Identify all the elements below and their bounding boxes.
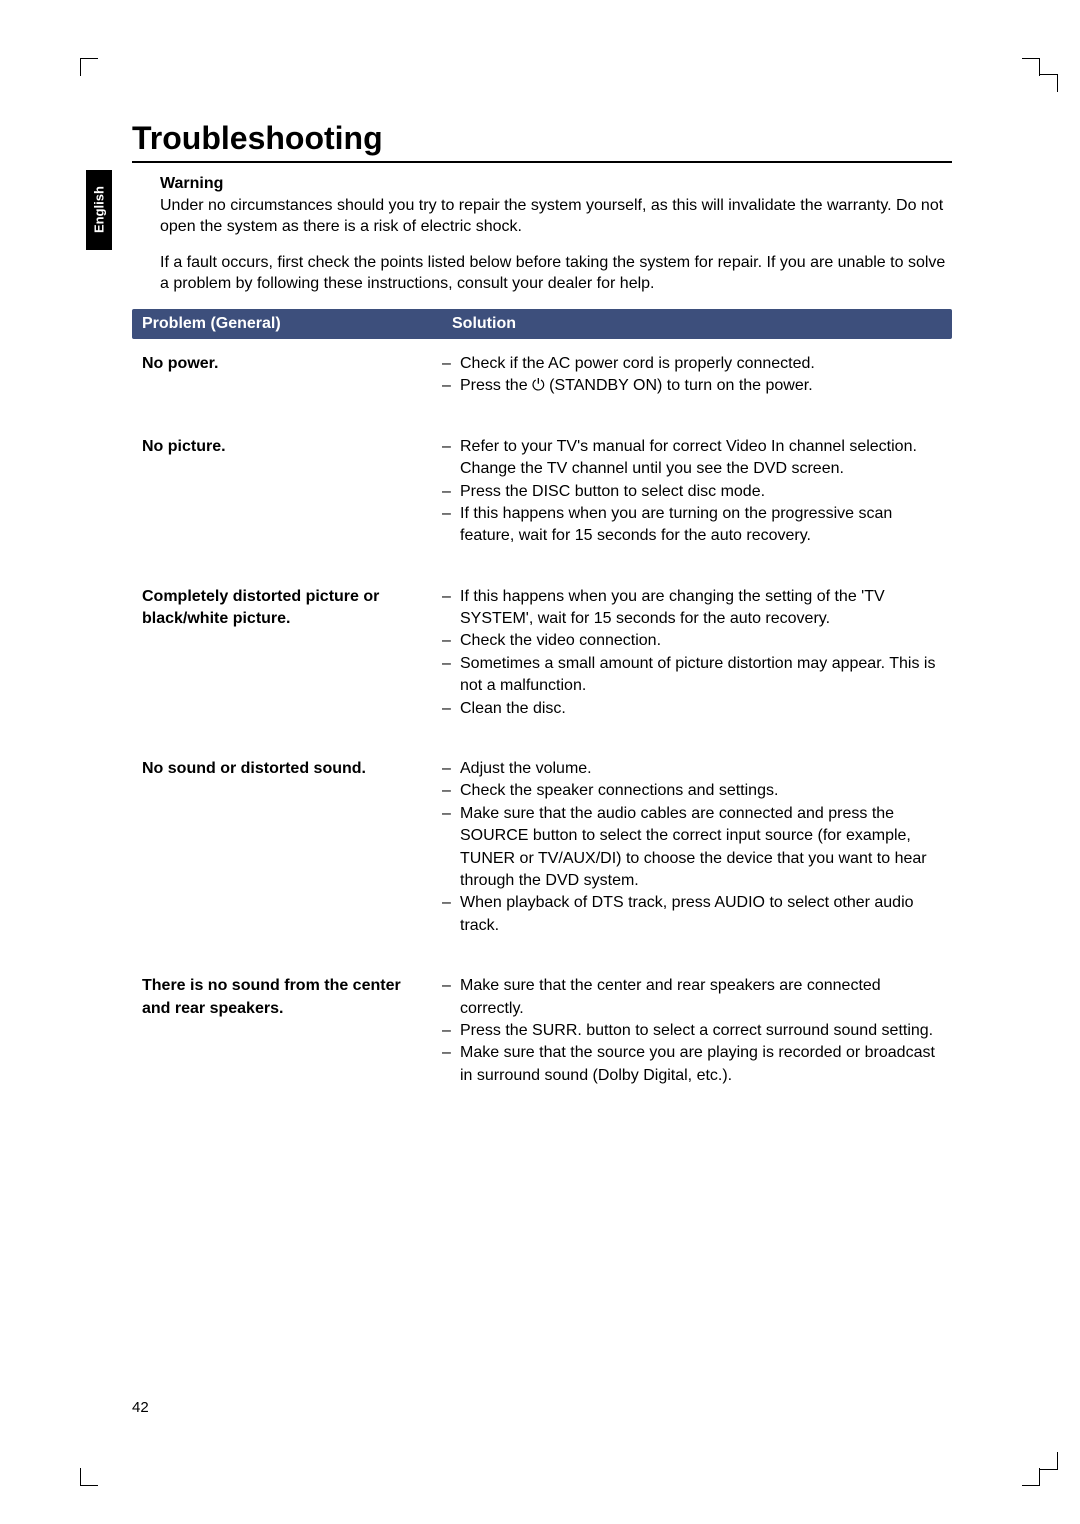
solution-item: –Refer to your TV's manual for correct V… <box>442 436 942 481</box>
warning-heading: Warning <box>160 173 952 195</box>
problem-cell: No picture. <box>142 436 442 548</box>
solution-item: –Clean the disc. <box>442 698 942 720</box>
table-row: No picture.–Refer to your TV's manual fo… <box>132 422 952 572</box>
dash-icon: – <box>442 803 460 893</box>
solution-cell: –Make sure that the center and rear spea… <box>442 975 942 1087</box>
problem-cell: No power. <box>142 353 442 398</box>
solution-text: Refer to your TV's manual for correct Vi… <box>460 436 942 481</box>
dash-icon: – <box>442 630 460 652</box>
dash-icon: – <box>442 1020 460 1042</box>
solution-text: Press the DISC button to select disc mod… <box>460 481 942 503</box>
crop-mark <box>1040 74 1058 92</box>
solution-cell: –Adjust the volume.–Check the speaker co… <box>442 758 942 937</box>
solution-item: –If this happens when you are turning on… <box>442 503 942 548</box>
solution-item: –Make sure that the center and rear spea… <box>442 975 942 1020</box>
dash-icon: – <box>442 586 460 631</box>
table-row: No sound or distorted sound.–Adjust the … <box>132 744 952 961</box>
solution-text: Make sure that the center and rear speak… <box>460 975 942 1020</box>
solution-text: Clean the disc. <box>460 698 942 720</box>
table-body: No power.–Check if the AC power cord is … <box>132 339 952 1111</box>
problem-cell: No sound or distorted sound. <box>142 758 442 937</box>
crop-mark <box>80 1468 98 1486</box>
crop-mark <box>80 58 98 76</box>
dash-icon: – <box>442 503 460 548</box>
solution-text: Check the video connection. <box>460 630 942 652</box>
problem-cell: There is no sound from the center and re… <box>142 975 442 1087</box>
solution-item: –Check the speaker connections and setti… <box>442 780 942 802</box>
page-number: 42 <box>132 1399 149 1416</box>
solution-item: –Press the DISC button to select disc mo… <box>442 481 942 503</box>
warning-block: Warning Under no circumstances should yo… <box>160 173 952 295</box>
solution-text: Make sure that the source you are playin… <box>460 1042 942 1087</box>
solution-cell: –If this happens when you are changing t… <box>442 586 942 720</box>
dash-icon: – <box>442 780 460 802</box>
solution-text: Make sure that the audio cables are conn… <box>460 803 942 893</box>
solution-item: –Make sure that the audio cables are con… <box>442 803 942 893</box>
crop-mark <box>1040 1452 1058 1470</box>
dash-icon: – <box>442 436 460 481</box>
solution-item: –If this happens when you are changing t… <box>442 586 942 631</box>
dash-icon: – <box>442 892 460 937</box>
table-header: Problem (General) Solution <box>132 309 952 339</box>
solution-text: Sometimes a small amount of picture dist… <box>460 653 942 698</box>
dash-icon: – <box>442 975 460 1020</box>
solution-item: –When playback of DTS track, press AUDIO… <box>442 892 942 937</box>
solution-text: Press the ⏻ (STANDBY ON) to turn on the … <box>460 375 942 397</box>
solution-text: Check the speaker connections and settin… <box>460 780 942 802</box>
solution-cell: –Refer to your TV's manual for correct V… <box>442 436 942 548</box>
language-tab: English <box>86 170 112 250</box>
dash-icon: – <box>442 1042 460 1087</box>
crop-mark <box>1022 1468 1040 1486</box>
th-problem: Problem (General) <box>132 309 442 339</box>
solution-text: If this happens when you are turning on … <box>460 503 942 548</box>
dash-icon: – <box>442 481 460 503</box>
solution-cell: –Check if the AC power cord is properly … <box>442 353 942 398</box>
solution-item: –Press the SURR. button to select a corr… <box>442 1020 942 1042</box>
th-solution: Solution <box>442 309 952 339</box>
problem-cell: Completely distorted picture or black/wh… <box>142 586 442 720</box>
crop-mark <box>1022 58 1040 76</box>
solution-item: –Make sure that the source you are playi… <box>442 1042 942 1087</box>
table-row: There is no sound from the center and re… <box>132 961 952 1111</box>
page-title: Troubleshooting <box>132 120 952 163</box>
solution-item: –Check if the AC power cord is properly … <box>442 353 942 375</box>
dash-icon: – <box>442 375 460 397</box>
table-row: No power.–Check if the AC power cord is … <box>132 339 952 422</box>
warning-paragraph: If a fault occurs, first check the point… <box>160 252 952 295</box>
solution-item: –Adjust the volume. <box>442 758 942 780</box>
table-row: Completely distorted picture or black/wh… <box>132 572 952 744</box>
solution-item: –Check the video connection. <box>442 630 942 652</box>
dash-icon: – <box>442 698 460 720</box>
solution-text: If this happens when you are changing th… <box>460 586 942 631</box>
solution-text: Adjust the volume. <box>460 758 942 780</box>
dash-icon: – <box>442 653 460 698</box>
dash-icon: – <box>442 353 460 375</box>
warning-paragraph: Under no circumstances should you try to… <box>160 195 952 238</box>
solution-text: When playback of DTS track, press AUDIO … <box>460 892 942 937</box>
dash-icon: – <box>442 758 460 780</box>
page-content: Troubleshooting English Warning Under no… <box>132 120 952 1111</box>
solution-text: Press the SURR. button to select a corre… <box>460 1020 942 1042</box>
solution-item: –Sometimes a small amount of picture dis… <box>442 653 942 698</box>
solution-text: Check if the AC power cord is properly c… <box>460 353 942 375</box>
solution-item: –Press the ⏻ (STANDBY ON) to turn on the… <box>442 375 942 397</box>
